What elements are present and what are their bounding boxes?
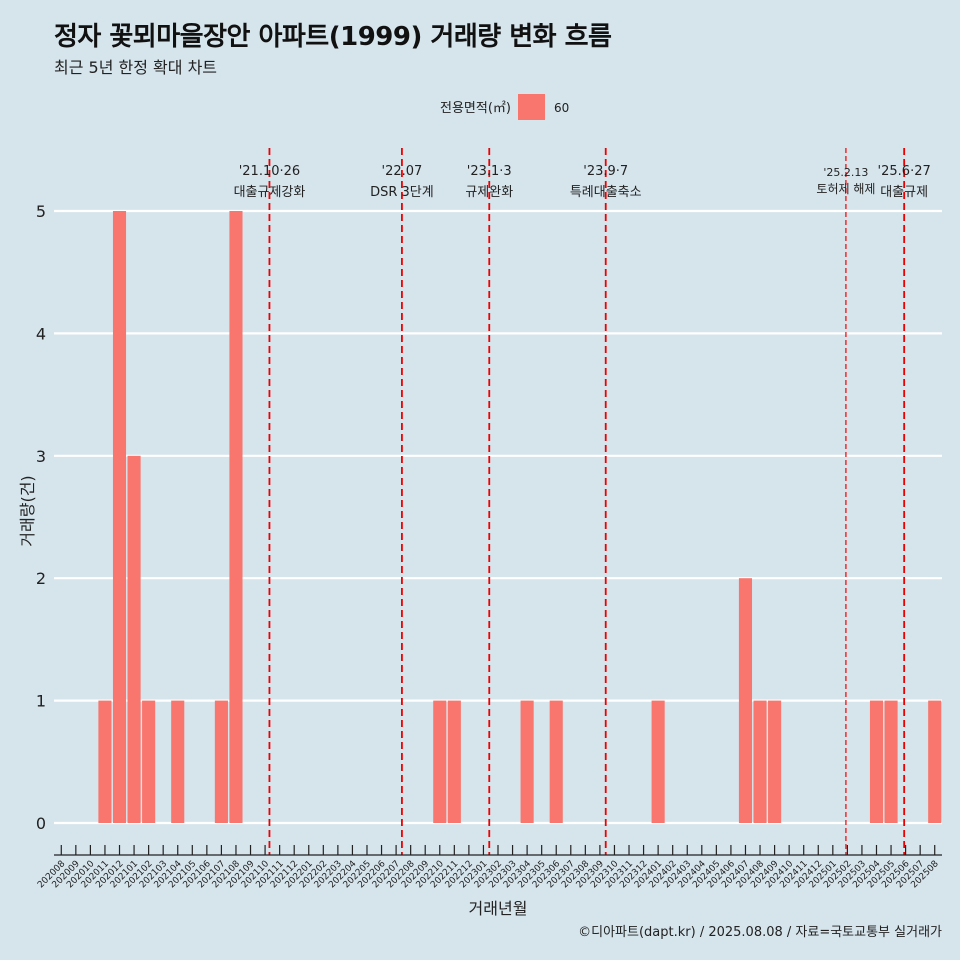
gridlines (54, 209, 942, 825)
event-label: 특례대출축소 (570, 185, 642, 200)
x-axis: 2020082020092020102020112020122021012021… (36, 845, 942, 890)
bar-202104 (171, 700, 185, 823)
event-date: '22.07 (382, 164, 423, 179)
bar-202108 (229, 211, 243, 823)
bar-202211 (447, 700, 461, 823)
x-axis-label: 거래년월 (469, 899, 528, 918)
y-axis-label: 거래량(건) (18, 475, 37, 546)
bar-202210 (433, 700, 447, 823)
bar-202505 (884, 700, 898, 823)
event-date: '23.1·3 (467, 164, 512, 179)
y-tick-label: 1 (36, 692, 46, 711)
y-tick-label: 0 (36, 814, 46, 833)
event-annotations: '21.10·26 대출규제강화 '22.07 DSR 3단계 '23.1·3 규제완화 '… (234, 148, 931, 855)
event-label: 토허제 해제 (816, 182, 875, 196)
bar-202101 (127, 455, 141, 823)
bar-202012 (112, 211, 127, 823)
y-tick-label: 2 (36, 569, 46, 588)
y-tick-label: 3 (36, 447, 46, 466)
chart-title: 정자 꽃뫼마을장안 아파트(1999) 거래량 변화 흐름 (54, 22, 612, 52)
y-tick-label: 4 (36, 324, 46, 343)
bar-202508 (928, 700, 942, 823)
bar-202011 (98, 700, 112, 823)
bar-202408 (753, 700, 767, 823)
bars (98, 211, 942, 823)
legend-item-label: 60 (554, 101, 569, 115)
event-date: '21.10·26 (239, 164, 300, 179)
event-label: DSR 3단계 (370, 185, 434, 200)
bar-202504 (869, 700, 884, 823)
event-date: '23.9·7 (583, 164, 628, 179)
event-label: 규제완화 (465, 185, 513, 200)
bar-202107 (214, 700, 228, 823)
event-date: '25.6·27 (878, 164, 931, 179)
y-tick-label: 5 (36, 202, 46, 221)
bar-202401 (651, 700, 665, 823)
bar-202304 (520, 700, 534, 823)
bar-202102 (142, 700, 156, 823)
bar-202407 (738, 578, 753, 823)
source-caption: ©디아파트(dapt.kr) / 2025.08.08 / 자료=국토교통부 실… (578, 925, 942, 940)
legend-swatch (518, 94, 545, 120)
bar-202306 (549, 700, 563, 823)
event-label: 대출규제강화 (234, 185, 306, 200)
legend: 전용면적(㎡) 60 (440, 94, 569, 120)
event-date: '25.2.13 (823, 166, 868, 179)
y-axis: 0 1 2 3 4 5 (36, 202, 46, 833)
event-label: 대출규제 (880, 185, 928, 200)
chart-subtitle: 최근 5년 한정 확대 차트 (54, 58, 218, 77)
legend-title: 전용면적(㎡) (440, 101, 511, 116)
bar-202409 (768, 700, 782, 823)
